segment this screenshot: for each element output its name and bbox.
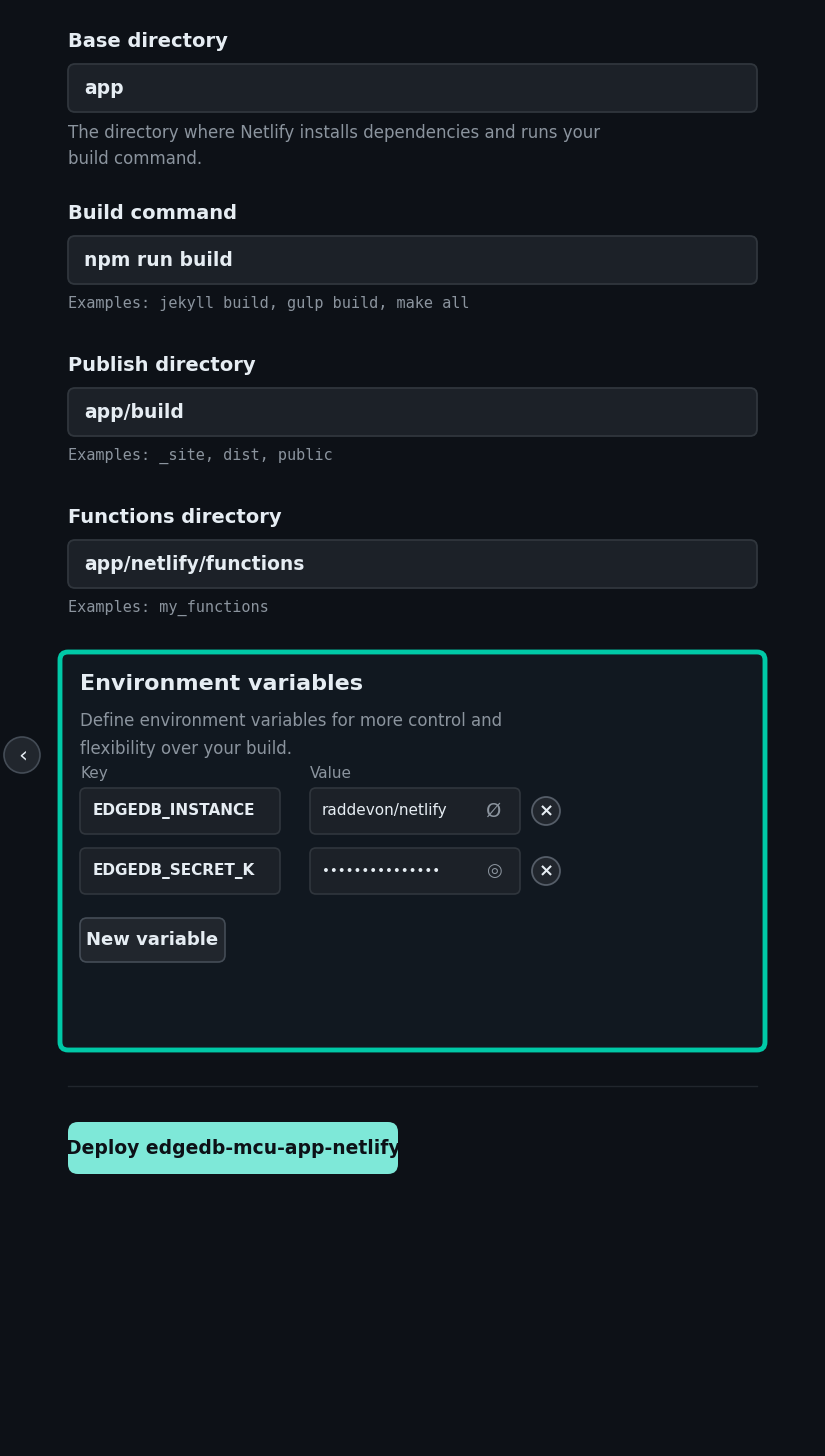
FancyBboxPatch shape [310,847,520,894]
Text: ×: × [539,802,554,820]
Text: app/netlify/functions: app/netlify/functions [84,555,304,574]
FancyBboxPatch shape [60,652,765,1050]
Text: Environment variables: Environment variables [80,674,363,695]
Text: app: app [84,79,124,98]
FancyBboxPatch shape [68,387,757,435]
FancyBboxPatch shape [310,788,520,834]
Circle shape [4,737,40,773]
Text: Ø: Ø [486,801,502,821]
Text: EDGEDB_SECRET_K: EDGEDB_SECRET_K [93,863,255,879]
Text: ×: × [539,862,554,879]
Text: raddevon/netlify: raddevon/netlify [322,804,448,818]
Text: ‹: ‹ [18,745,27,764]
Text: Functions directory: Functions directory [68,508,281,527]
Text: Examples: my_functions: Examples: my_functions [68,600,269,616]
Text: Key: Key [80,766,108,780]
Text: Build command: Build command [68,204,237,223]
Text: New variable: New variable [87,930,219,949]
FancyBboxPatch shape [68,540,757,588]
Text: Examples: _site, dist, public: Examples: _site, dist, public [68,448,332,464]
Text: EDGEDB_INSTANCE: EDGEDB_INSTANCE [93,804,256,818]
FancyBboxPatch shape [68,64,757,112]
Text: Base directory: Base directory [68,32,228,51]
FancyBboxPatch shape [80,788,280,834]
Text: Examples: jekyll build, gulp build, make all: Examples: jekyll build, gulp build, make… [68,296,469,312]
FancyBboxPatch shape [68,236,757,284]
Text: Publish directory: Publish directory [68,357,256,376]
FancyBboxPatch shape [80,847,280,894]
Text: The directory where Netlify installs dependencies and runs your
build command.: The directory where Netlify installs dep… [68,124,600,169]
Circle shape [532,858,560,885]
Text: ◎: ◎ [486,862,502,879]
FancyBboxPatch shape [80,917,225,962]
Text: Define environment variables for more control and
flexibility over your build.: Define environment variables for more co… [80,712,502,757]
Text: app/build: app/build [84,402,184,421]
Text: •••••••••••••••: ••••••••••••••• [322,865,440,878]
Circle shape [532,796,560,826]
Text: npm run build: npm run build [84,250,233,269]
Text: Value: Value [310,766,352,780]
Text: Deploy edgedb-mcu-app-netlify: Deploy edgedb-mcu-app-netlify [66,1139,400,1158]
FancyBboxPatch shape [68,1123,398,1174]
